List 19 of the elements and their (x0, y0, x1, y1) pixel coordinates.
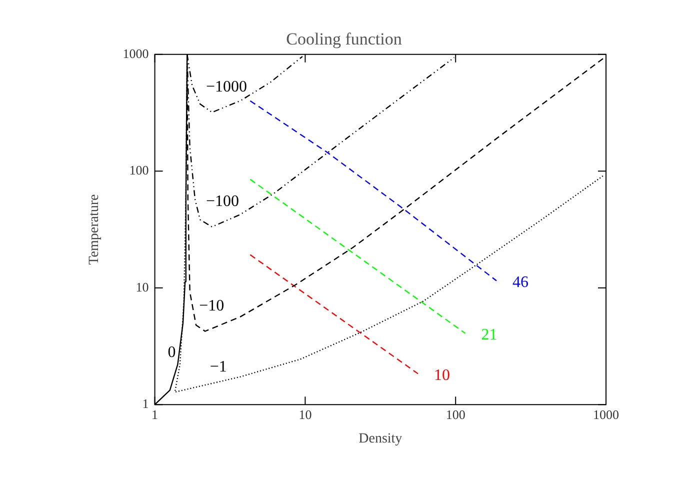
series-label: −100 (206, 193, 240, 210)
series-label: −1 (210, 358, 227, 376)
x-tick-label: 100 (446, 406, 466, 422)
chart-title: Cooling function (286, 30, 402, 49)
y-tick-label: 1000 (122, 46, 149, 61)
y-tick-label: 100 (129, 162, 149, 178)
series-label: −10 (199, 297, 224, 314)
y-tick-label: 10 (136, 279, 149, 294)
y-axis-title: Temperature (87, 194, 102, 265)
series-label: 0 (168, 344, 176, 361)
x-axis-title: Density (358, 431, 402, 446)
series-label: −1000 (206, 78, 248, 96)
x-tick-label: 10 (298, 406, 312, 422)
series-label: 46 (512, 274, 528, 291)
x-tick-label: 1000 (593, 406, 619, 422)
y-tick-label: 1 (142, 396, 149, 412)
series-label: 21 (481, 326, 498, 344)
series-label: 10 (434, 366, 450, 384)
x-tick-label: 1 (152, 406, 158, 422)
